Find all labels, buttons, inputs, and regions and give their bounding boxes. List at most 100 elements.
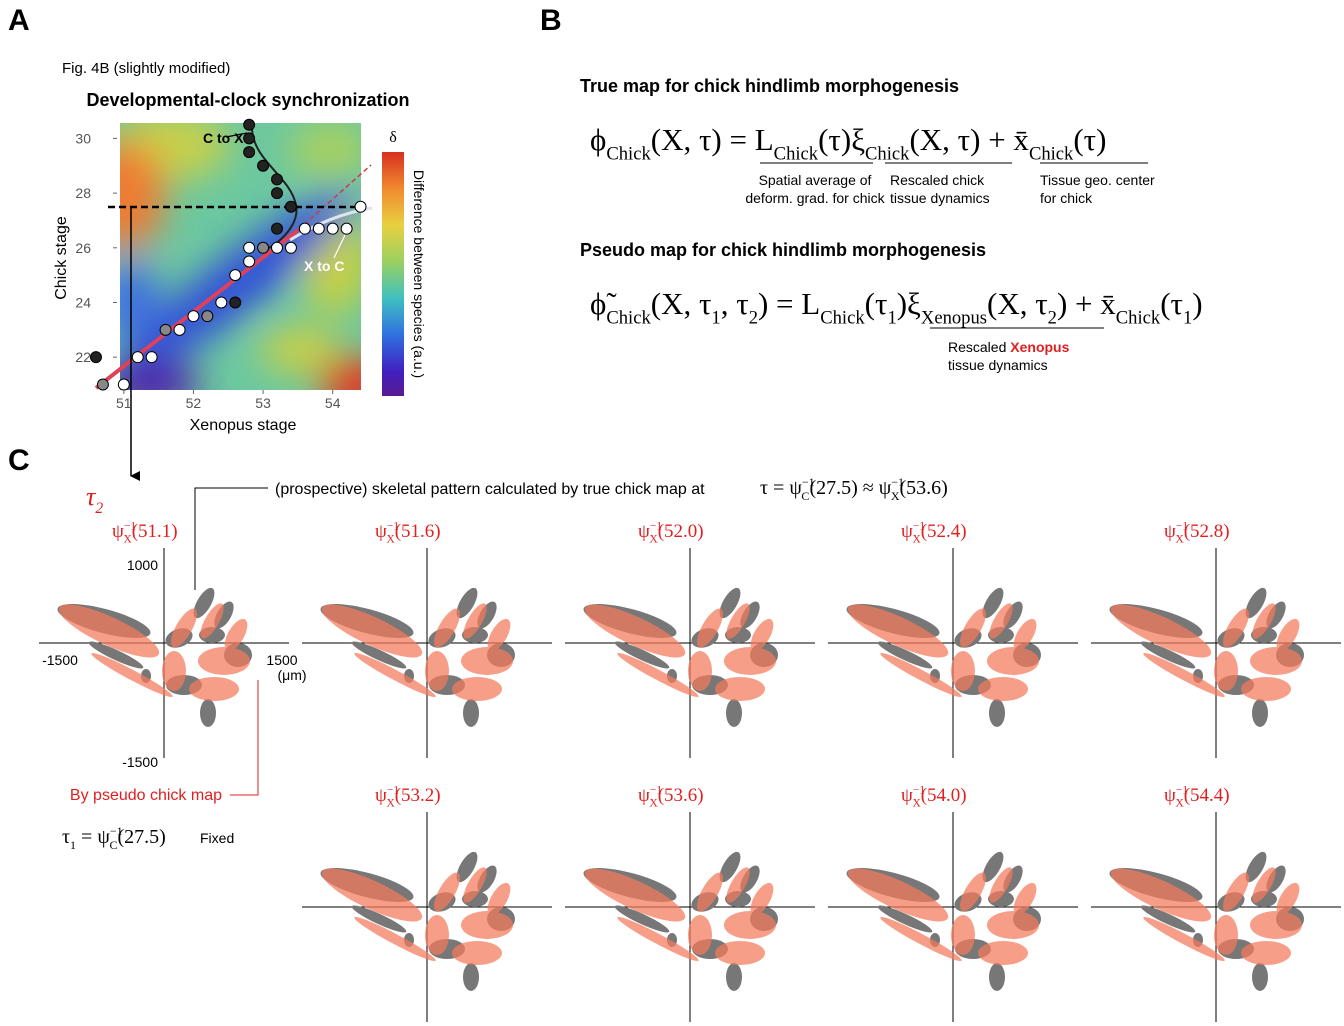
note: tissue dynamics <box>948 357 1048 373</box>
formula-part: ψ <box>901 521 913 542</box>
y-tick-label: 24 <box>75 294 91 310</box>
formula-part: ) + x̄ <box>1057 286 1116 321</box>
formula-part: ) <box>1192 286 1202 321</box>
point <box>118 379 129 390</box>
formula-sub: Chick <box>1029 143 1074 164</box>
point <box>285 201 296 212</box>
point <box>160 324 171 335</box>
note: Spatial average of <box>759 172 872 188</box>
point <box>174 324 185 335</box>
formula-part: (τ <box>1160 286 1183 321</box>
plot-title: ψ−1X(51.1) <box>112 520 178 545</box>
formula-part: (51.6) <box>395 521 441 542</box>
x-tick-label: 52 <box>186 395 202 411</box>
point <box>132 352 143 363</box>
point <box>355 201 366 212</box>
skeleton-shape <box>316 849 515 991</box>
point <box>272 174 283 185</box>
point <box>258 242 269 253</box>
formula-sub: X <box>891 489 900 503</box>
formula-sub: Chick <box>774 143 819 164</box>
y-tick-label: 22 <box>75 349 91 365</box>
colorbar-label: Difference between species (a.u.) <box>411 170 427 378</box>
formula-part: (54.0) <box>921 785 967 806</box>
plot-title: ψ−1X(53.6) <box>638 784 704 809</box>
formula-sub: C <box>801 489 809 503</box>
formula-part: = ψ <box>76 826 110 848</box>
tau2-label: τ2 <box>86 482 103 517</box>
formula-part: (53.6) <box>900 477 948 499</box>
formula-part: ψ <box>1164 785 1176 806</box>
heading: True map for chick hindlimb morphogenesi… <box>580 76 959 96</box>
body: A B C Fig. 4B (slightly modified) Develo… <box>0 0 1344 1026</box>
pseudo-leader <box>230 680 258 795</box>
skeleton-shape <box>579 585 778 727</box>
formula-sub: Chick <box>820 307 865 328</box>
formula-part: )ξ <box>897 286 921 321</box>
formula-sub: 1 <box>711 307 720 328</box>
axis-label: -1500 <box>122 754 158 770</box>
formula-part: (τ)ξ <box>818 122 865 157</box>
formula-part: (52.8) <box>1184 521 1230 542</box>
point <box>272 188 283 199</box>
point <box>313 223 324 234</box>
formula-part: τ <box>62 826 70 848</box>
formula-part: (27.5) ≈ ψ <box>809 477 891 499</box>
formula-part: ) = L <box>758 286 820 321</box>
skeleton-shape <box>1105 849 1304 991</box>
y-tick-label: 26 <box>75 240 91 256</box>
point <box>272 223 283 234</box>
formula: ϕChick(X, τ) = LChick(τ)ξChick(X, τ) + x… <box>590 122 1106 164</box>
skeleton-plots: ψ−1X(51.1)ψ−1X(51.6)ψ−1X(52.0)ψ−1X(52.4)… <box>39 520 1341 1022</box>
pseudo-note: By pseudo chick map <box>70 787 222 804</box>
x-tick-label: 54 <box>325 395 341 411</box>
point <box>230 297 241 308</box>
plot-title: ψ−1X(52.0) <box>638 520 704 545</box>
formula-sub: Chick <box>1116 307 1161 328</box>
point <box>90 352 101 363</box>
formula-part: (54.4) <box>1184 785 1230 806</box>
axis-label: 1500 <box>266 652 297 668</box>
y-tick-label: 30 <box>75 130 91 146</box>
note: Rescaled chick <box>890 172 985 188</box>
y-tick-label: 28 <box>75 185 91 201</box>
formula-sub: 2 <box>749 307 758 328</box>
panel-label: A <box>8 4 30 37</box>
note: deform. grad. for chick <box>745 190 885 206</box>
point <box>244 256 255 267</box>
chart-title: Developmental-clock synchronization <box>86 90 409 110</box>
formula-part: ψ <box>901 785 913 806</box>
formula-part: (51.1) <box>132 521 178 542</box>
heading: Pseudo map for chick hindlimb morphogene… <box>580 240 986 260</box>
note-part: Rescaled <box>948 339 1010 355</box>
tau1-note: Fixed <box>200 830 234 846</box>
reference-leader <box>195 488 268 590</box>
point <box>299 223 310 234</box>
formula-part: , τ <box>721 286 749 321</box>
y-axis-label: Chick stage <box>53 216 70 300</box>
formula-sub: Chick <box>606 143 651 164</box>
point <box>285 242 296 253</box>
formula-part: (53.2) <box>395 785 441 806</box>
heatmap <box>85 110 398 413</box>
skeleton-shape <box>1105 585 1304 727</box>
formula-sub: 1 <box>1183 307 1192 328</box>
formula-part: (τ) <box>1073 122 1106 157</box>
point <box>341 223 352 234</box>
formula-part: ψ <box>375 521 387 542</box>
formula: ϕ̃Chick(X, τ1, τ2) = LChick(τ1)ξXenopus(… <box>590 286 1203 328</box>
series-label: C to X <box>203 130 244 146</box>
formula-sub: 2 <box>1048 307 1057 328</box>
panel-label: B <box>540 4 562 37</box>
point <box>244 242 255 253</box>
skeleton-shape <box>579 849 778 991</box>
formula-part: (τ <box>865 286 888 321</box>
page: {"panel_labels": ["A", "B", "C"], "chart… <box>0 0 1344 1026</box>
axis-label: -1500 <box>42 652 78 668</box>
